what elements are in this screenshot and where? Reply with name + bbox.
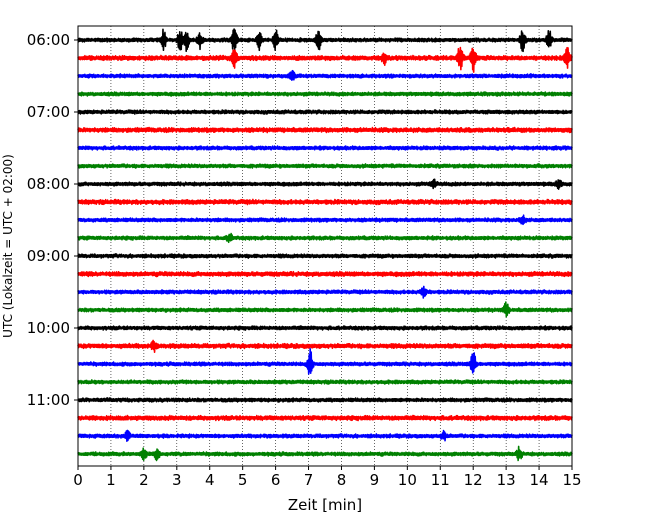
seismic-trace bbox=[77, 163, 573, 169]
x-axis-label: Zeit [min] bbox=[288, 496, 362, 514]
plot-frame bbox=[77, 25, 573, 467]
x-tick-label: 15 bbox=[562, 471, 581, 489]
seismic-trace bbox=[77, 301, 573, 318]
x-tick-label: 1 bbox=[106, 471, 116, 489]
seismic-trace bbox=[77, 91, 573, 97]
x-tick-label: 8 bbox=[337, 471, 347, 489]
seismic-trace bbox=[77, 126, 573, 134]
y-axis-label: UTC (Lokalzeit = UTC + 02:00) bbox=[1, 154, 15, 338]
seismic-trace bbox=[77, 198, 573, 206]
y-tick-label: 11:00 bbox=[27, 391, 70, 409]
seismic-trace bbox=[77, 178, 573, 190]
seismic-trace bbox=[77, 285, 573, 299]
y-tick-label: 07:00 bbox=[27, 103, 70, 121]
x-tick-label: 2 bbox=[139, 471, 149, 489]
seismic-trace bbox=[77, 109, 573, 115]
seismic-trace bbox=[77, 429, 573, 442]
seismic-trace bbox=[77, 253, 573, 259]
seismic-trace bbox=[77, 347, 573, 375]
y-tick-label: 08:00 bbox=[27, 175, 70, 193]
y-tick-label: 06:00 bbox=[27, 31, 70, 49]
seismic-trace bbox=[77, 325, 573, 331]
seismic-trace bbox=[77, 339, 573, 353]
seismic-trace bbox=[77, 232, 573, 244]
seismic-trace bbox=[77, 270, 573, 278]
seismic-trace bbox=[77, 28, 573, 53]
y-tick-label: 10:00 bbox=[27, 319, 70, 337]
x-tick-label: 14 bbox=[530, 471, 549, 489]
grid-layer bbox=[110, 26, 540, 466]
x-tick-label: 7 bbox=[304, 471, 314, 489]
seismic-trace bbox=[77, 414, 573, 422]
y-axis: 06:00 07:00 08:00 09:00 10:00 11:00 bbox=[27, 31, 78, 409]
seismic-trace bbox=[77, 397, 573, 403]
seismic-trace bbox=[77, 69, 573, 81]
seismic-trace bbox=[77, 145, 573, 151]
seismic-trace bbox=[77, 214, 573, 226]
x-tick-label: 11 bbox=[431, 471, 450, 489]
seismic-trace bbox=[77, 379, 573, 385]
x-tick-label: 13 bbox=[497, 471, 516, 489]
x-tick-label: 9 bbox=[370, 471, 380, 489]
y-tick-label: 09:00 bbox=[27, 247, 70, 265]
x-tick-label: 3 bbox=[172, 471, 182, 489]
x-tick-label: 5 bbox=[238, 471, 248, 489]
x-tick-label: 6 bbox=[271, 471, 281, 489]
trace-layer bbox=[77, 28, 573, 462]
x-axis: 0 1 2 3 4 5 6 7 8 9 10 11 12 13 14 15 bbox=[73, 466, 582, 489]
x-tick-label: 12 bbox=[464, 471, 483, 489]
x-tick-label: 4 bbox=[205, 471, 215, 489]
x-tick-label: 10 bbox=[398, 471, 417, 489]
seismic-trace bbox=[77, 445, 573, 462]
x-tick-label: 0 bbox=[73, 471, 83, 489]
seismic-trace bbox=[77, 46, 573, 73]
